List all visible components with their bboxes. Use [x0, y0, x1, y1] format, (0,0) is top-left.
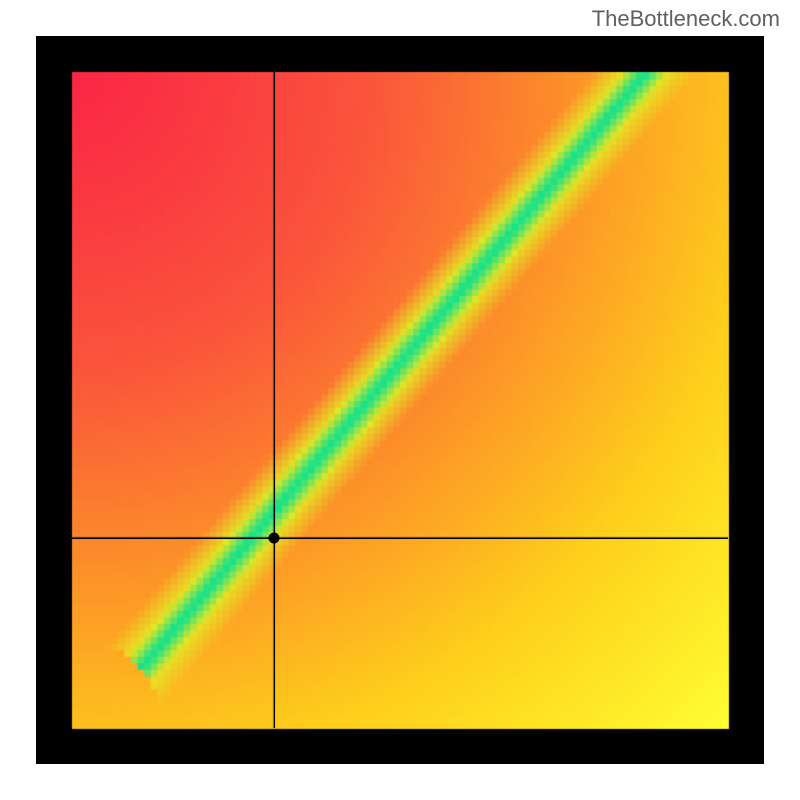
heatmap-canvas — [36, 36, 764, 764]
crosshair-vertical — [274, 72, 275, 728]
watermark-text: TheBottleneck.com — [592, 6, 780, 32]
plot-frame — [36, 36, 764, 764]
crosshair-marker — [269, 532, 280, 543]
crosshair-horizontal — [72, 538, 728, 539]
